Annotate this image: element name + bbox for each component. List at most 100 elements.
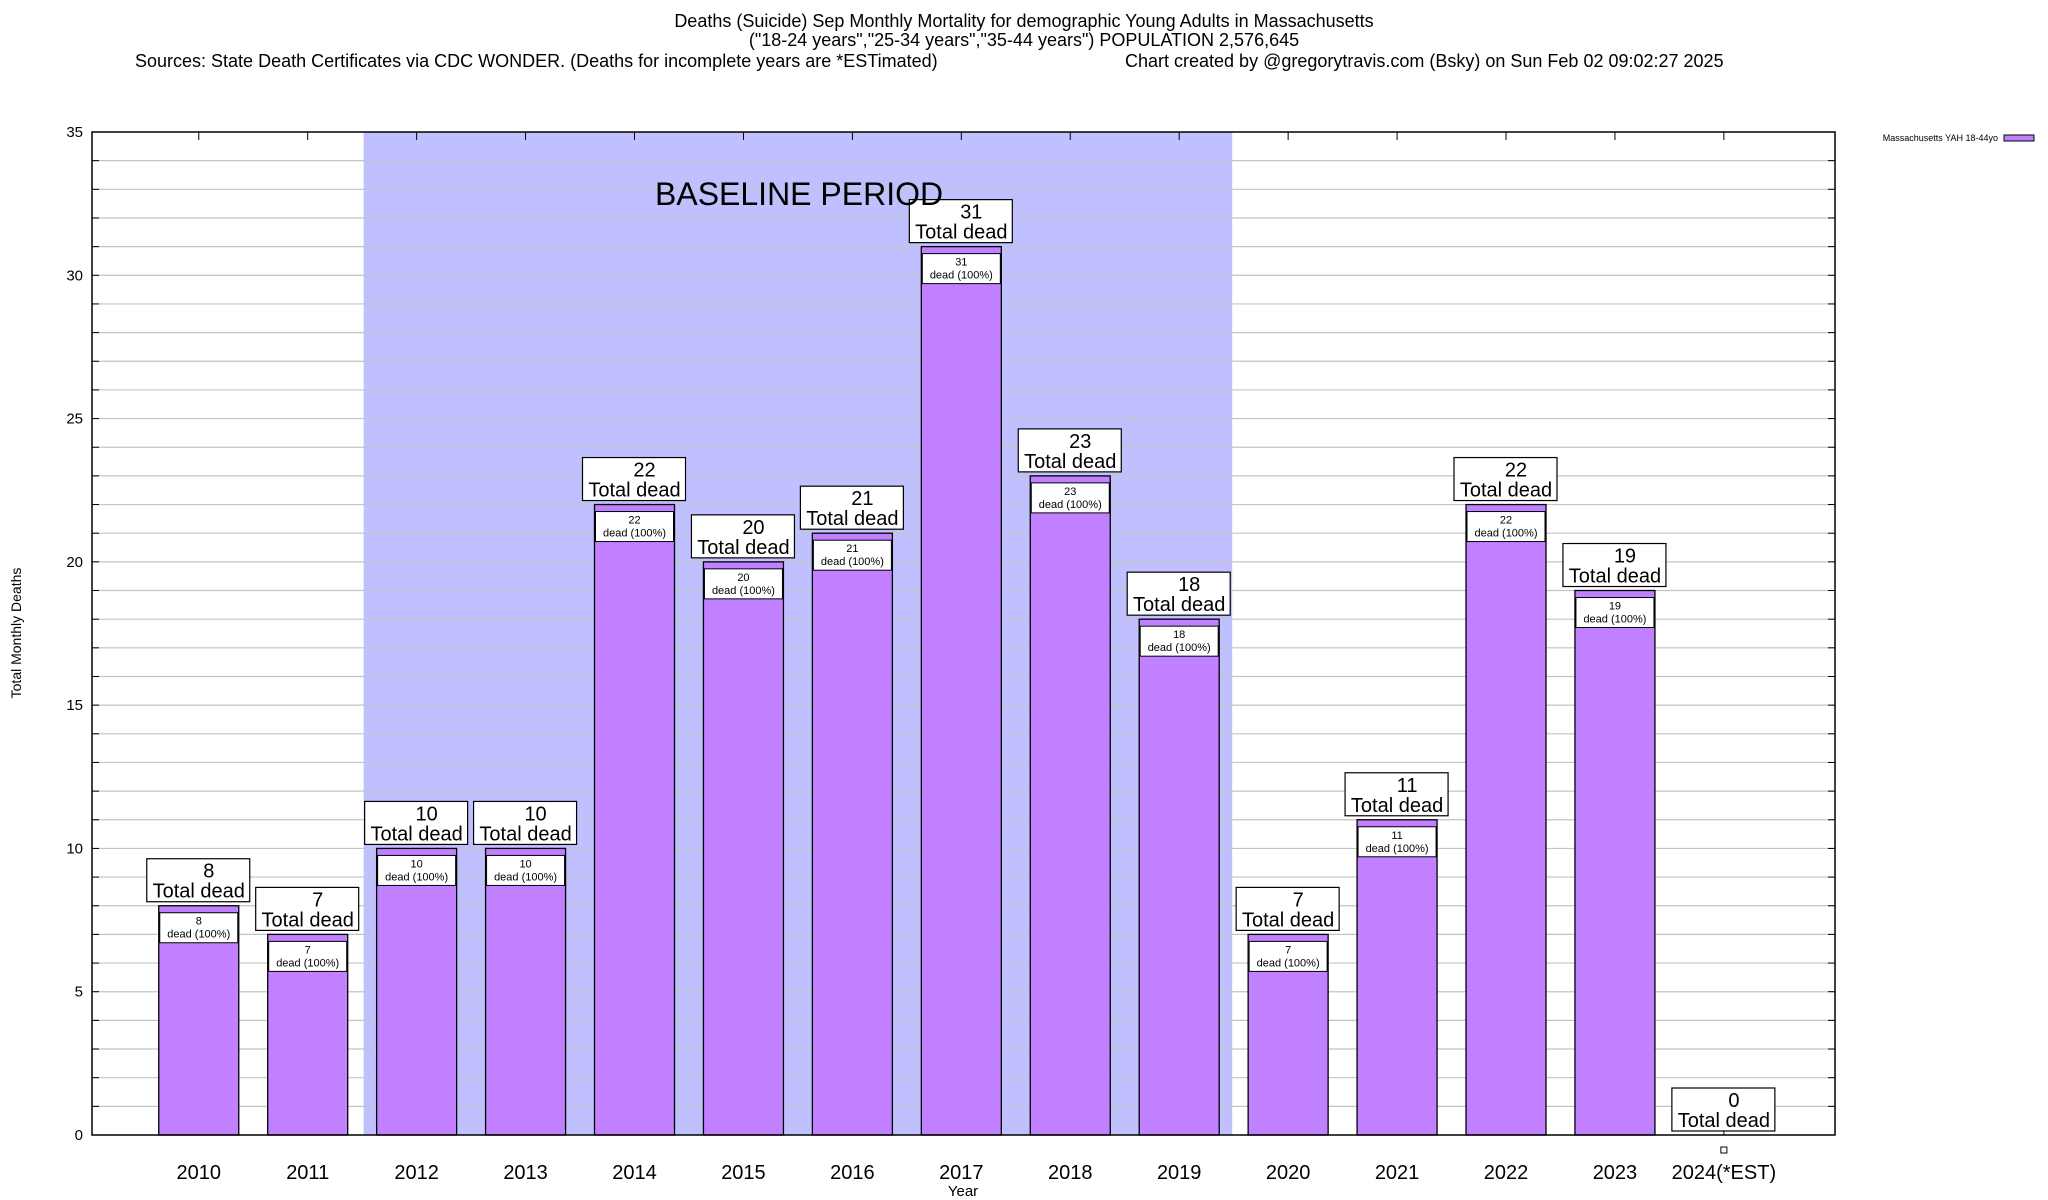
bar-inner-label-box [268, 940, 348, 972]
y-tick-label: 0 [75, 1127, 83, 1144]
x-tick-label: 2012 [394, 1162, 439, 1184]
bar-inner-label: dead (100%) [603, 528, 666, 540]
total-label-box [146, 858, 251, 903]
total-value-2013: 10 [524, 803, 546, 825]
bar-2013 [484, 847, 567, 1136]
bar-inner-label: dead (100%) [712, 585, 775, 597]
bar-2021 [1356, 819, 1438, 1136]
bar-2014 [593, 503, 676, 1136]
bar-inner-value: 8 [196, 916, 202, 928]
total-label: Total dead [1024, 451, 1116, 473]
total-label-box [1562, 542, 1667, 588]
total-label-box [1453, 456, 1558, 502]
bar-2022 [1465, 503, 1547, 1136]
bar-inner-label: dead (100%) [1583, 614, 1646, 626]
x-tick-label: 2022 [1484, 1162, 1529, 1184]
plot-border [91, 131, 1836, 1136]
total-label-box [690, 514, 796, 559]
x-tick-label: 2015 [721, 1162, 766, 1184]
baseline-period-label: BASELINE PERIOD [655, 176, 943, 212]
bar-2023 [1574, 589, 1656, 1136]
bar-inner-label: dead (100%) [494, 871, 557, 883]
chart-title-line-2: ("18-24 years","25-34 years","35-44 year… [748, 30, 1300, 50]
bar-inner-value: 21 [846, 543, 858, 555]
total-label: Total dead [588, 480, 680, 502]
total-value-2020: 7 [1293, 889, 1304, 911]
y-tick-label: 35 [66, 124, 83, 141]
x-tick-label: 2014 [612, 1162, 657, 1184]
x-tick-label: 2019 [1157, 1162, 1202, 1184]
total-value-2012: 10 [416, 803, 438, 825]
y-tick-label: 30 [66, 267, 83, 284]
bar-2010 [158, 905, 240, 1136]
bar-2015 [702, 561, 785, 1136]
total-label: Total dead [479, 823, 571, 845]
bar-inner-value: 10 [519, 858, 531, 870]
bar-inner-label: dead (100%) [1039, 499, 1102, 511]
total-label: Total dead [1242, 909, 1334, 931]
total-label-box [1344, 772, 1449, 817]
y-tick-label: 15 [66, 697, 83, 714]
total-value-2017: 31 [960, 202, 982, 224]
chart-sources: Sources: State Death Certificates via CD… [135, 51, 938, 71]
bar-inner-label: dead (100%) [821, 556, 884, 568]
bar-inner-value: 23 [1064, 486, 1076, 498]
total-label: Total dead [806, 508, 898, 530]
total-label: Total dead [1678, 1110, 1770, 1132]
bar-inner-label-box [486, 854, 566, 886]
bar-inner-label: dead (100%) [1148, 642, 1211, 654]
total-label-box [799, 485, 904, 530]
bar-inner-value: 19 [1609, 601, 1621, 613]
x-tick-label: 2013 [503, 1162, 548, 1184]
total-label: Total dead [262, 909, 354, 931]
bar-inner-label-box [1139, 625, 1219, 657]
y-tick-label: 5 [75, 984, 83, 1001]
bar-inner-label-box [159, 912, 239, 944]
bar-2017 [920, 245, 1002, 1136]
total-label-box [1017, 428, 1122, 473]
total-label-box [255, 886, 360, 932]
total-label: Total dead [697, 537, 789, 559]
y-axis-label: Total Monthly Deaths [8, 568, 24, 699]
bar-inner-value: 11 [1391, 830, 1402, 842]
bar-2018 [1029, 475, 1111, 1136]
bar-2016 [811, 532, 894, 1136]
total-label: Total dead [153, 881, 245, 903]
bar-inner-label-box [921, 253, 1001, 285]
total-label: Total dead [915, 222, 1007, 244]
total-value-2021: 11 [1397, 775, 1418, 797]
bar-inner-label: dead (100%) [276, 957, 339, 969]
bar-inner-label-box [703, 568, 783, 600]
bar-inner-value: 7 [1285, 944, 1291, 956]
total-label-box [364, 800, 469, 846]
total-label: Total dead [1460, 480, 1552, 502]
bar-inner-label-box [1575, 597, 1655, 629]
bar-inner-value: 22 [628, 515, 640, 527]
total-value-2019: 18 [1178, 574, 1200, 596]
total-value-2014: 22 [633, 460, 655, 482]
total-label-box [1126, 571, 1231, 616]
x-tick-label: 2023 [1593, 1162, 1638, 1184]
bar-2019 [1138, 618, 1220, 1136]
x-tick-label: 2018 [1048, 1162, 1093, 1184]
bar-inner-value: 20 [737, 572, 749, 584]
bar-inner-value: 22 [1500, 515, 1512, 527]
x-axis-label: Year [948, 1183, 978, 1200]
total-label-box [1235, 886, 1340, 932]
total-value-2024(*EST): 0 [1728, 1090, 1739, 1112]
x-tick-label: 2017 [939, 1162, 984, 1184]
bar-inner-label-box [1030, 482, 1110, 514]
x-tick-label: 2021 [1375, 1162, 1420, 1184]
x-tick-label: 2020 [1266, 1162, 1311, 1184]
bar-inner-label-box [1466, 511, 1546, 543]
x-tick-label: 2010 [177, 1162, 222, 1184]
bar-point-2024(*EST) [1720, 1146, 1728, 1154]
total-value-2010: 8 [203, 861, 214, 883]
bar-inner-label: dead (100%) [1366, 843, 1429, 855]
total-label-box [908, 199, 1013, 244]
chart-title-line-1: Deaths (Suicide) Sep Monthly Mortality f… [674, 11, 1374, 31]
total-value-2011: 7 [312, 889, 323, 911]
total-value-2023: 19 [1614, 546, 1636, 568]
total-value-2015: 20 [742, 517, 764, 539]
